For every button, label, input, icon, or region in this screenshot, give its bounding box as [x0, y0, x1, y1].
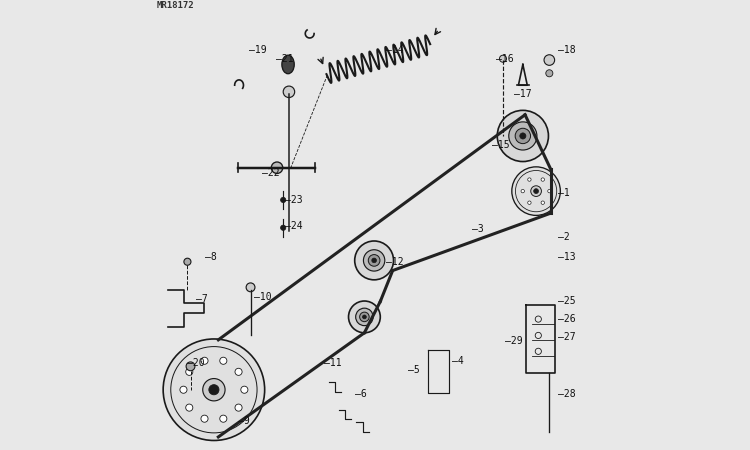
Circle shape	[241, 386, 248, 393]
Circle shape	[235, 368, 242, 375]
Text: —28: —28	[558, 389, 576, 399]
Text: —22: —22	[262, 168, 280, 179]
Circle shape	[372, 258, 376, 263]
Text: —11: —11	[324, 358, 342, 368]
Text: —19: —19	[249, 45, 267, 55]
Circle shape	[186, 404, 193, 411]
Text: —10: —10	[254, 292, 272, 302]
Circle shape	[512, 167, 560, 216]
Circle shape	[235, 404, 242, 411]
Circle shape	[180, 386, 187, 393]
Text: —6: —6	[356, 389, 367, 399]
Circle shape	[164, 339, 265, 441]
Text: —1: —1	[558, 189, 570, 198]
Text: —26: —26	[558, 314, 576, 324]
Circle shape	[520, 133, 526, 139]
Circle shape	[544, 55, 555, 65]
Circle shape	[201, 415, 208, 422]
Circle shape	[349, 301, 380, 333]
Text: —23: —23	[284, 195, 302, 205]
Circle shape	[531, 186, 542, 197]
Circle shape	[509, 122, 537, 150]
Circle shape	[272, 162, 283, 173]
Circle shape	[202, 378, 225, 401]
Circle shape	[186, 362, 195, 371]
Circle shape	[280, 197, 286, 202]
Circle shape	[500, 55, 506, 62]
Text: —2: —2	[558, 233, 570, 243]
Text: —29: —29	[506, 336, 523, 346]
Text: —16: —16	[496, 54, 514, 64]
Text: —8: —8	[205, 252, 217, 262]
Circle shape	[356, 308, 374, 326]
Circle shape	[534, 189, 538, 194]
Circle shape	[528, 201, 531, 204]
Circle shape	[220, 357, 226, 364]
Circle shape	[362, 315, 366, 319]
Text: —4: —4	[452, 356, 464, 366]
Text: —20: —20	[188, 358, 205, 368]
Circle shape	[186, 368, 193, 375]
Text: —12: —12	[386, 257, 404, 267]
Text: —25: —25	[558, 297, 576, 306]
Circle shape	[355, 241, 394, 280]
Text: —3: —3	[472, 224, 484, 234]
Text: —17: —17	[514, 89, 532, 99]
Text: —21: —21	[276, 54, 293, 64]
Circle shape	[548, 189, 551, 193]
Text: —14: —14	[386, 45, 404, 55]
Circle shape	[521, 189, 524, 193]
Circle shape	[220, 415, 226, 422]
Circle shape	[364, 250, 385, 271]
Text: —5: —5	[408, 365, 420, 375]
Circle shape	[246, 283, 255, 292]
Circle shape	[528, 178, 531, 181]
Ellipse shape	[282, 55, 294, 74]
Circle shape	[368, 255, 380, 266]
Text: —7: —7	[196, 294, 208, 304]
Text: —9: —9	[238, 416, 250, 426]
Circle shape	[541, 178, 544, 181]
Circle shape	[497, 110, 548, 162]
Circle shape	[201, 357, 208, 364]
Text: —24: —24	[284, 221, 302, 231]
Text: —13: —13	[558, 252, 576, 262]
Circle shape	[546, 70, 553, 77]
Circle shape	[515, 128, 530, 144]
Circle shape	[360, 312, 369, 322]
Circle shape	[284, 86, 295, 98]
Circle shape	[280, 225, 286, 230]
Text: —18: —18	[558, 45, 576, 55]
Circle shape	[541, 201, 544, 204]
Circle shape	[209, 385, 219, 395]
Text: MR18172: MR18172	[157, 1, 194, 10]
Circle shape	[184, 258, 191, 265]
Text: —27: —27	[558, 332, 576, 342]
Text: —15: —15	[492, 140, 509, 150]
